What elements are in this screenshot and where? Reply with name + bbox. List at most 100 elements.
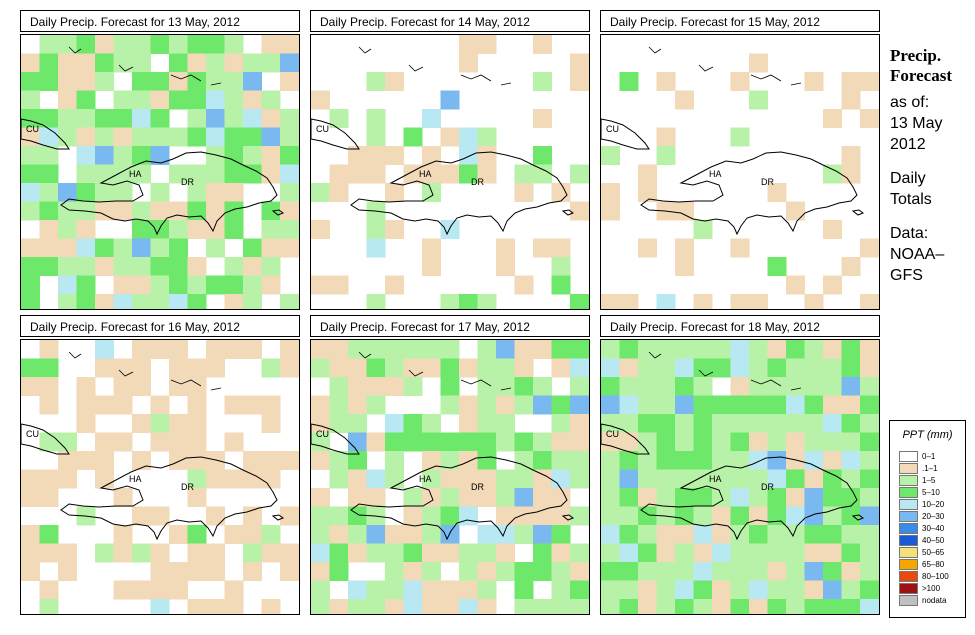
precip-cell (551, 451, 571, 470)
precip-cell (403, 525, 423, 544)
precip-cell (786, 432, 805, 452)
precip-cell (841, 580, 861, 600)
precip-cell (767, 377, 787, 396)
precip-cell (767, 488, 787, 507)
precip-cell (823, 395, 842, 415)
precip-cell (619, 377, 639, 396)
precip-cell (39, 340, 59, 359)
precip-cell (459, 146, 478, 165)
precip-cell (841, 90, 861, 110)
precip-cell (749, 53, 768, 73)
precip-cell (656, 488, 676, 507)
precip-cell (786, 451, 805, 470)
precip-cell (187, 432, 207, 452)
precip-cell (638, 377, 657, 396)
precip-cell (496, 543, 515, 563)
legend-label: 65–80 (922, 560, 945, 569)
precip-cell (656, 146, 676, 165)
precip-cell (58, 562, 77, 581)
precip-cell (132, 201, 151, 221)
precip-cell (730, 127, 750, 147)
precip-cell (459, 127, 478, 147)
precip-cell (95, 146, 114, 165)
precip-cell (261, 599, 281, 614)
precip-cell (385, 340, 404, 359)
precip-cell (422, 543, 441, 563)
precip-cell (385, 72, 404, 91)
as-of-date-1: 13 May (890, 115, 943, 132)
precip-cell (21, 294, 40, 309)
precip-cell (767, 451, 787, 470)
bahamas-outline (358, 351, 424, 377)
precip-cell (224, 183, 244, 202)
precip-cell (730, 414, 750, 433)
precip-cell (39, 53, 59, 73)
precip-cell (113, 395, 133, 415)
precip-cell (638, 562, 657, 581)
bahamas-outline (750, 74, 802, 86)
precip-cell (169, 358, 188, 378)
precip-cell (150, 109, 170, 128)
precip-cell (533, 395, 552, 415)
precip-cell (150, 90, 170, 110)
country-label-ha: HA (419, 474, 432, 484)
precip-cell (261, 257, 281, 276)
precip-cell (58, 201, 77, 221)
precip-cell (823, 451, 842, 470)
precip-cell (860, 543, 879, 563)
precip-cell (366, 488, 386, 507)
precip-cell (76, 238, 96, 258)
precip-cell (169, 340, 188, 359)
precip-cell (570, 432, 589, 452)
legend-item: >100 (899, 583, 961, 594)
precip-cell (570, 164, 589, 184)
precip-cell (224, 580, 244, 600)
precip-cell (570, 53, 589, 73)
precip-cell (187, 451, 207, 470)
precip-cell (113, 377, 133, 396)
precip-cell (693, 220, 713, 239)
precip-cell (366, 358, 386, 378)
precip-cell (422, 257, 441, 276)
precip-cell (206, 506, 225, 526)
precip-cell (169, 164, 188, 184)
precip-cell (514, 580, 534, 600)
precip-cell (311, 488, 330, 507)
precip-cell (841, 72, 861, 91)
precip-cell (280, 358, 299, 378)
legend-item: 50–65 (899, 547, 961, 558)
precip-cell (749, 599, 768, 614)
precip-cell (169, 294, 188, 309)
precip-cell (150, 543, 170, 563)
precip-cell (224, 294, 244, 309)
precip-cell (841, 257, 861, 276)
legend-label: 30–40 (922, 524, 945, 533)
precip-cell (280, 164, 299, 184)
precip-cell (39, 183, 59, 202)
precip-cell (496, 238, 515, 258)
precip-cell (601, 432, 620, 452)
precip-cell (311, 90, 330, 110)
precip-cell (786, 358, 805, 378)
precip-cell (514, 340, 534, 359)
precip-cell (366, 146, 386, 165)
precip-cell (243, 543, 262, 563)
precip-cell (21, 525, 40, 544)
precip-cell (311, 183, 330, 202)
precip-cell (21, 238, 40, 258)
precip-cell (243, 53, 262, 73)
precip-cell (403, 127, 423, 147)
precip-cell (243, 294, 262, 309)
precip-cell (477, 340, 497, 359)
precip-cell (804, 562, 824, 581)
precip-cell (385, 275, 404, 295)
bahamas-outline (648, 351, 714, 377)
precip-cell (601, 294, 620, 309)
precip-cell (786, 580, 805, 600)
precip-cell (39, 220, 59, 239)
precip-cell (786, 340, 805, 359)
precip-cell (477, 146, 497, 165)
precip-map: CU HA DR (310, 339, 590, 615)
precip-cell (675, 451, 694, 470)
precip-cell (261, 525, 281, 544)
